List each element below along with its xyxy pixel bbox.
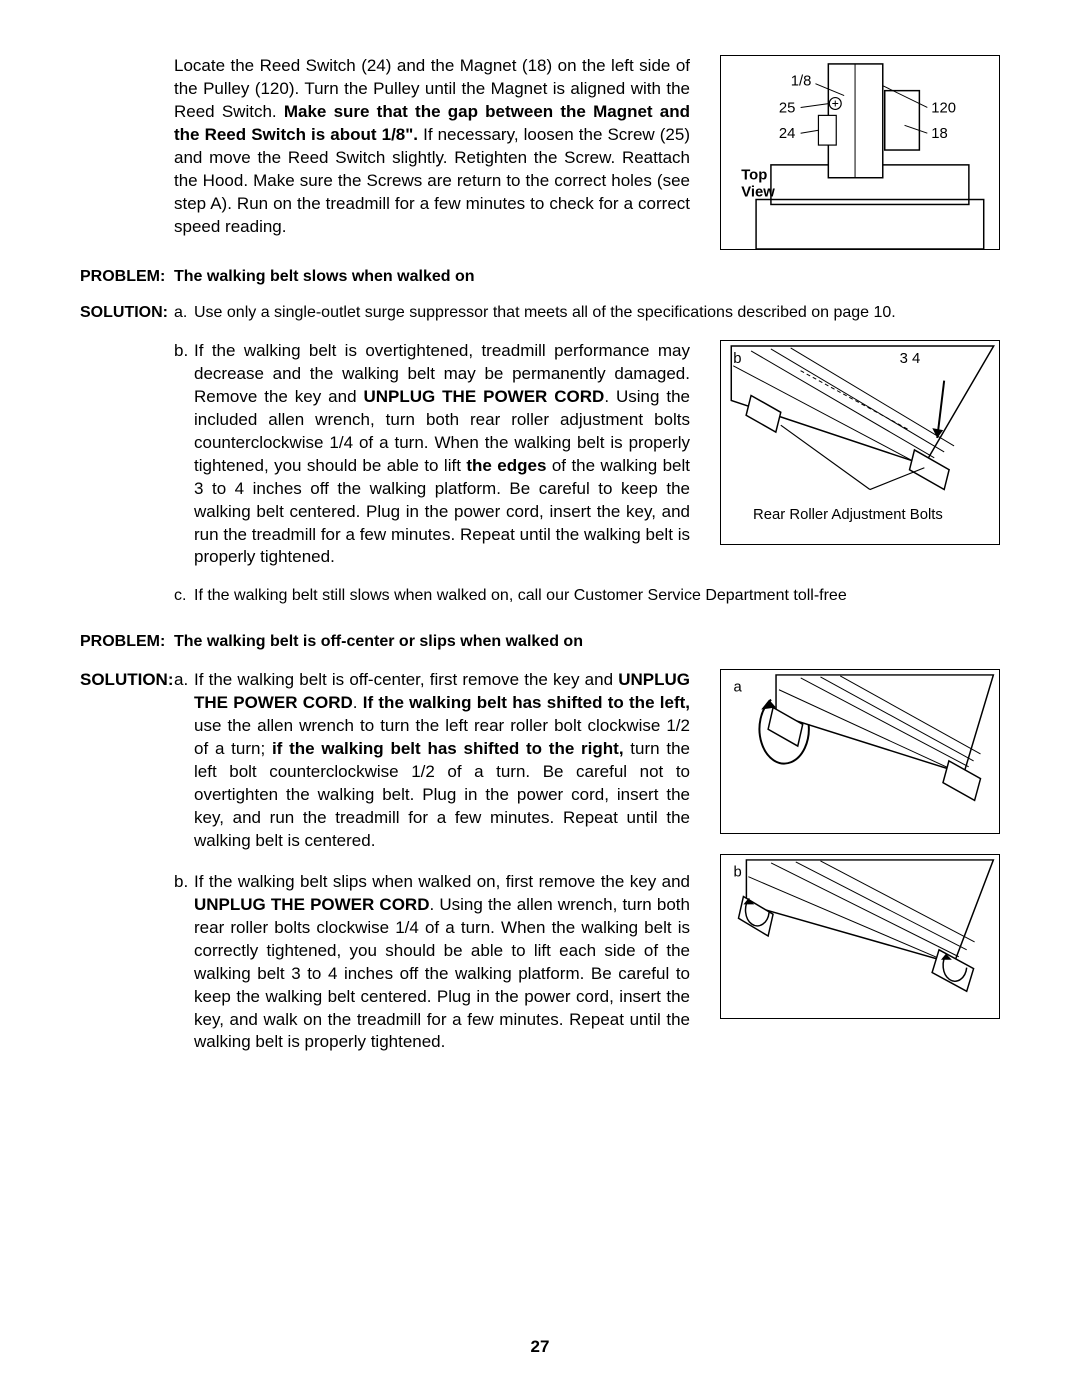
page-number: 27 (0, 1337, 1080, 1357)
solution1a-letter: a. (174, 304, 194, 322)
solution1a-text: Use only a single-outlet surge suppresso… (194, 304, 1000, 322)
d2-caption: Rear Roller Adjustment Bolts (753, 507, 943, 523)
diagram-top-view: 1/8 25 24 120 18 Top View (720, 55, 1000, 250)
diagram-offcenter-b: b (720, 854, 1000, 1019)
solution2a-label: SOLUTION: (80, 669, 174, 853)
section-intro-row: Locate the Reed Switch (24) and the Magn… (80, 55, 1000, 250)
d1-label-18: 18 (931, 126, 948, 142)
s2b-bold1: UNPLUG THE POWER CORD (194, 895, 429, 914)
solution2a-letter: a. (174, 669, 194, 853)
d1-label-25: 25 (779, 100, 796, 116)
diagram-offcenter-a: a (720, 669, 1000, 834)
diagram-rear-roller: b 3 4 Rear Roller Adjustment Bolts (720, 340, 1000, 545)
solution2-col: SOLUTION: a. If the walking belt is off-… (80, 669, 690, 1054)
solution2-row: SOLUTION: a. If the walking belt is off-… (80, 669, 1000, 1054)
s2a-bold2: If the walking belt has shifted to the l… (363, 693, 690, 712)
solution1b-body: If the walking belt is overtightened, tr… (194, 340, 690, 569)
solution1b-spacer (80, 340, 174, 569)
solution2a-body: If the walking belt is off-center, first… (194, 669, 690, 853)
solution1c: c. If the walking belt still slows when … (80, 587, 1000, 605)
s2b-pre: If the walking belt slips when walked on… (194, 872, 690, 891)
s2a-mid1: . (353, 693, 363, 712)
problem1-heading: PROBLEM: The walking belt slows when wal… (80, 268, 1000, 286)
d1-label-gap: 1/8 (791, 74, 812, 90)
d2-arrow-label: 3 4 (900, 351, 921, 367)
diagram-column-right: a b (720, 669, 1000, 1019)
problem1-label: PROBLEM: (80, 268, 174, 286)
problem2-label: PROBLEM: (80, 633, 174, 651)
solution2b-body: If the walking belt slips when walked on… (194, 871, 690, 1055)
d4-letter: b (734, 865, 742, 881)
problem1-title: The walking belt slows when walked on (174, 268, 1000, 286)
problem2-heading: PROBLEM: The walking belt is off-center … (80, 633, 1000, 651)
d2-letter: b (733, 351, 741, 367)
d3-letter: a (734, 680, 743, 696)
d1-label-120: 120 (931, 100, 956, 116)
s1b-bold1: UNPLUG THE POWER CORD (363, 387, 604, 406)
problem2-title: The walking belt is off-center or slips … (174, 633, 1000, 651)
solution1a-label: SOLUTION: (80, 304, 174, 322)
solution1b-row: b. If the walking belt is overtightened,… (80, 340, 1000, 569)
solution2b: b. If the walking belt slips when walked… (80, 871, 690, 1055)
solution1c-text: If the walking belt still slows when wal… (194, 587, 1000, 605)
solution1a: SOLUTION: a. Use only a single-outlet su… (80, 304, 1000, 322)
page: Locate the Reed Switch (24) and the Magn… (0, 0, 1080, 1397)
solution2b-letter: b. (174, 871, 194, 1055)
s1b-bold2: the edges (466, 456, 546, 475)
solution2a: SOLUTION: a. If the walking belt is off-… (80, 669, 690, 853)
solution1b-col: b. If the walking belt is overtightened,… (80, 340, 690, 569)
solution1c-spacer (80, 587, 174, 605)
s2a-pre: If the walking belt is off-center, first… (194, 670, 618, 689)
d1-label-24: 24 (779, 126, 796, 142)
solution1c-letter: c. (174, 587, 194, 605)
intro-text-column: Locate the Reed Switch (24) and the Magn… (80, 55, 690, 239)
d1-caption1: Top (741, 168, 767, 184)
d1-caption2: View (741, 185, 775, 201)
intro-paragraph: Locate the Reed Switch (24) and the Magn… (174, 55, 690, 239)
solution1b: b. If the walking belt is overtightened,… (80, 340, 690, 569)
solution1b-letter: b. (174, 340, 194, 569)
s2a-bold3: if the walking belt has shifted to the r… (272, 739, 624, 758)
s2b-post: . Using the allen wrench, turn both rear… (194, 895, 690, 1052)
solution2b-spacer (80, 871, 174, 1055)
